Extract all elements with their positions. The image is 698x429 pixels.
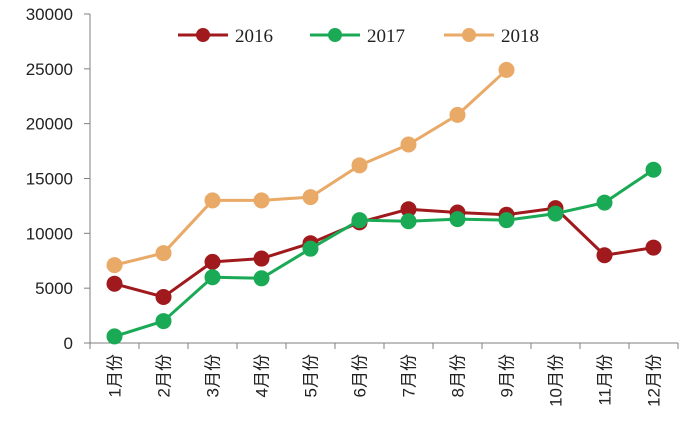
data-point-2018	[204, 192, 221, 209]
y-tick-label: 10000	[26, 224, 73, 243]
data-point-2017	[204, 269, 221, 286]
data-point-2017	[155, 313, 172, 330]
data-point-2017	[351, 212, 368, 229]
data-point-2018	[155, 245, 172, 262]
data-point-2017	[106, 328, 123, 345]
data-point-2017	[400, 213, 417, 230]
legend-label: 2018	[501, 26, 539, 47]
y-tick-label: 5000	[35, 279, 73, 298]
x-axis-ticks: 1月份 2月份 3月份 4月份 5月份 6月份 7月份 8月份 9月份 10月份 11月份 12月份	[89, 343, 679, 407]
data-point-2018	[400, 136, 417, 153]
chart-legend: 2016 2017 2018	[178, 26, 539, 47]
x-tick-label: 8月份	[449, 354, 468, 397]
legend-label: 2017	[367, 26, 405, 47]
series-line-2016	[114, 206, 654, 299]
data-point-2017	[302, 240, 319, 257]
data-point-2016	[400, 201, 417, 218]
data-point-2017	[645, 161, 662, 178]
data-point-2018	[498, 61, 515, 78]
data-point-2017	[547, 205, 564, 222]
series-2017	[106, 161, 662, 345]
data-point-2017	[498, 212, 515, 229]
data-point-2016	[106, 275, 123, 292]
data-point-2018	[449, 106, 466, 123]
y-tick-label: 25000	[26, 60, 73, 79]
data-point-2017	[596, 194, 613, 211]
data-point-2016	[596, 247, 613, 264]
x-tick-label: 4月份	[253, 354, 272, 397]
data-point-2018	[106, 257, 123, 274]
x-tick-label: 2月份	[155, 354, 174, 397]
data-point-2016	[204, 253, 221, 270]
legend-marker	[462, 28, 476, 42]
y-tick-label: 0	[64, 334, 73, 353]
data-point-2017	[253, 270, 270, 287]
x-tick-label: 11月份	[596, 354, 615, 406]
legend-item-2017: 2017	[310, 26, 405, 47]
data-point-2016	[253, 250, 270, 267]
data-point-2018	[351, 157, 368, 174]
series-line-2017	[114, 168, 655, 338]
data-point-2017	[449, 211, 466, 228]
legend-marker	[196, 28, 210, 42]
series-2018	[106, 61, 515, 274]
y-axis-ticks: 0 5000 10000 15000 20000 25000 30000	[26, 5, 90, 353]
chart-axes	[89, 14, 678, 344]
data-point-2018	[302, 189, 319, 206]
x-tick-label: 12月份	[645, 354, 664, 407]
data-point-2016	[155, 288, 172, 305]
legend-item-2018: 2018	[444, 26, 539, 47]
y-tick-label: 15000	[26, 170, 73, 189]
y-tick-label: 30000	[26, 5, 73, 24]
legend-item-2016: 2016	[178, 26, 273, 47]
legend-marker	[328, 28, 342, 42]
x-tick-label: 1月份	[106, 354, 125, 397]
data-point-2018	[253, 192, 270, 209]
x-tick-label: 3月份	[204, 354, 223, 397]
data-point-2016	[645, 239, 662, 256]
chart-series	[106, 61, 662, 345]
series-2016	[106, 200, 662, 305]
y-tick-label: 20000	[26, 115, 73, 134]
x-tick-label: 9月份	[498, 354, 517, 397]
x-tick-label: 10月份	[547, 354, 566, 407]
legend-label: 2016	[235, 26, 273, 47]
x-tick-label: 6月份	[351, 354, 370, 397]
x-tick-label: 7月份	[400, 354, 419, 397]
x-tick-label: 5月份	[302, 354, 321, 397]
